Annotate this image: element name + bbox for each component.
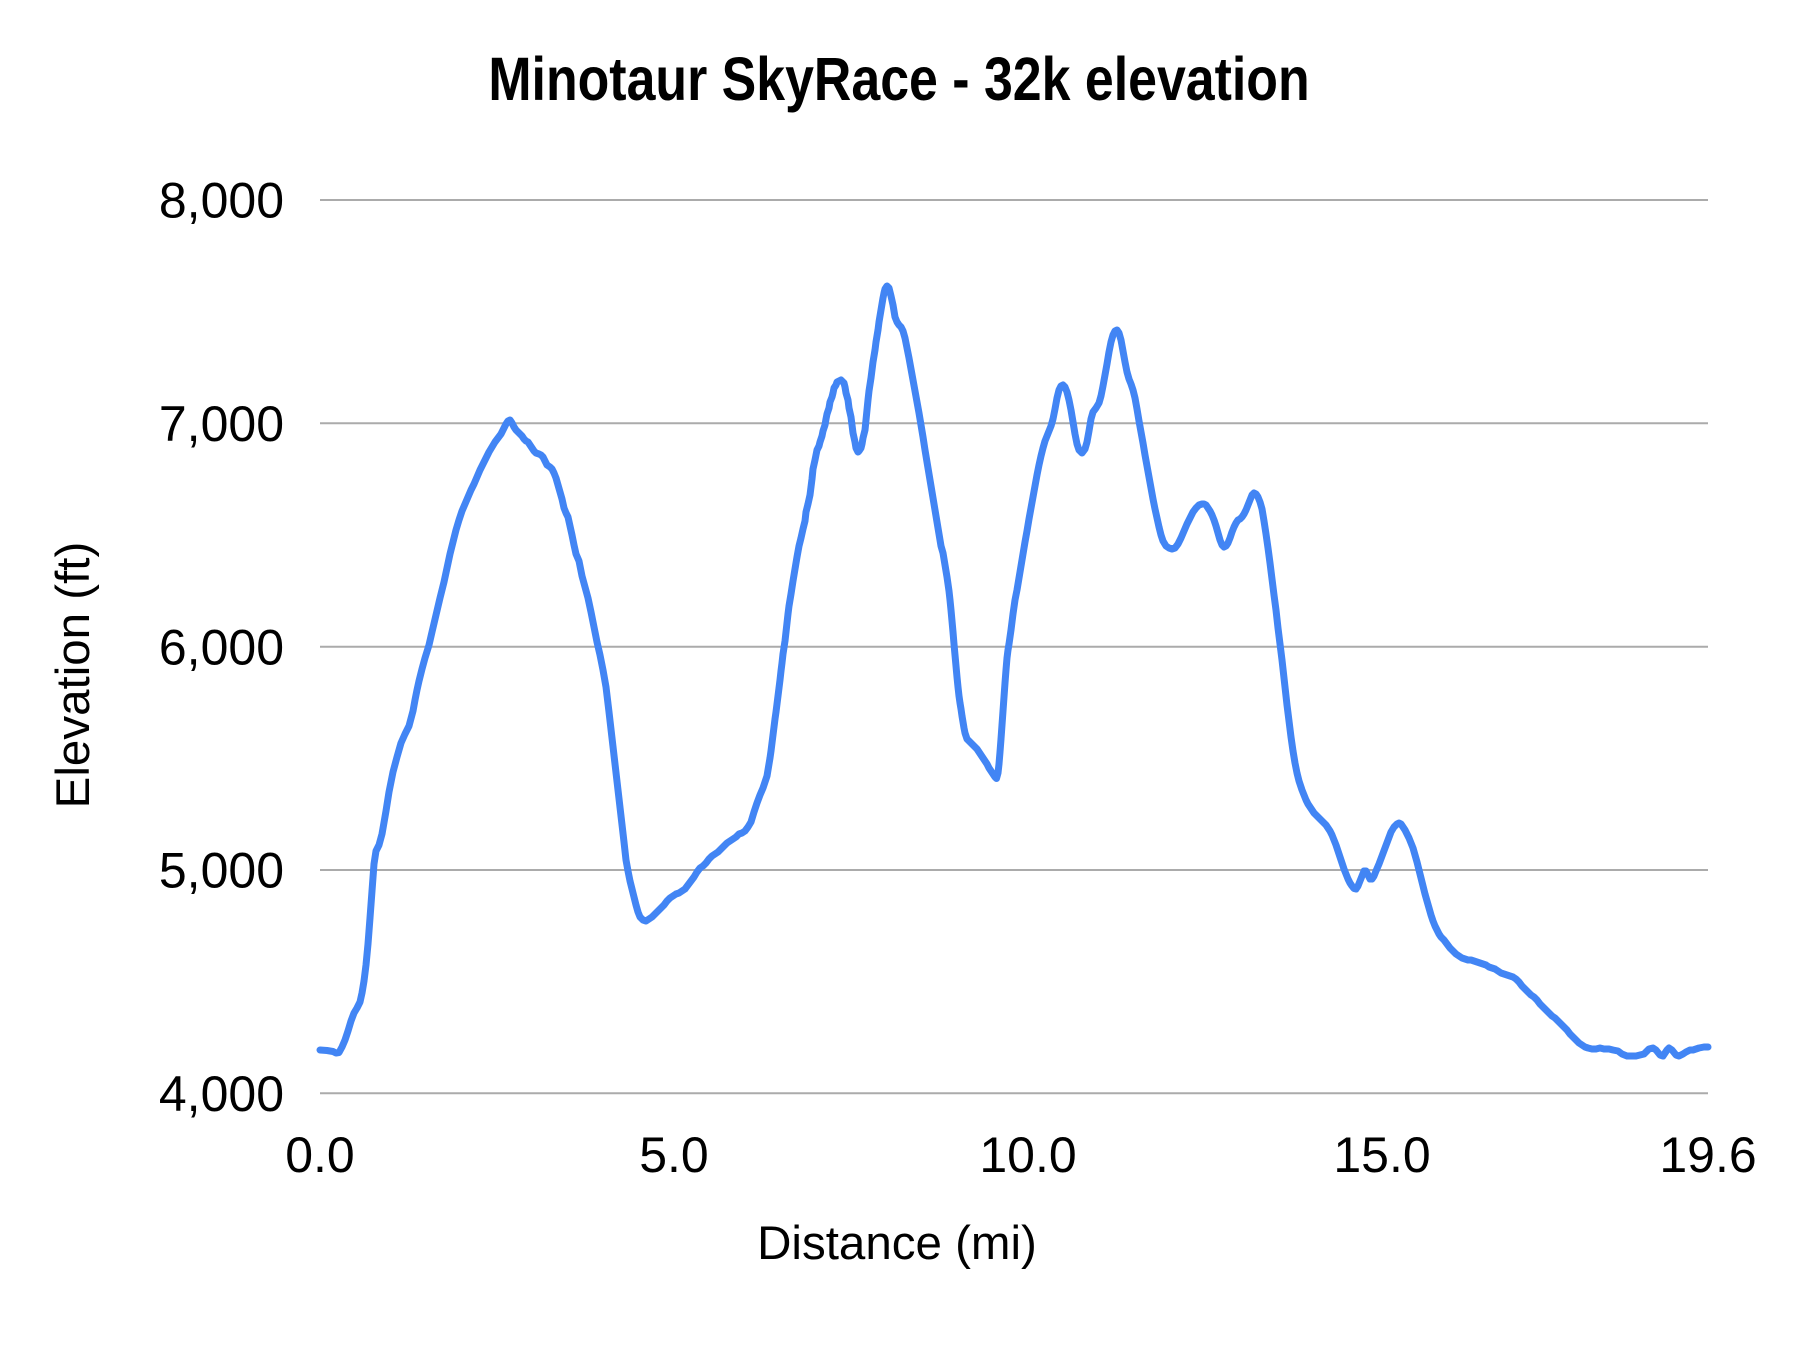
svg-text:6,000: 6,000 xyxy=(159,619,284,675)
svg-text:19.6: 19.6 xyxy=(1659,1127,1756,1183)
svg-text:8,000: 8,000 xyxy=(159,173,284,229)
svg-text:10.0: 10.0 xyxy=(979,1127,1076,1183)
svg-text:7,000: 7,000 xyxy=(159,396,284,452)
svg-text:Distance (mi): Distance (mi) xyxy=(757,1217,1037,1270)
svg-text:5.0: 5.0 xyxy=(639,1127,709,1183)
svg-text:5,000: 5,000 xyxy=(159,843,284,899)
svg-text:0.0: 0.0 xyxy=(285,1127,355,1183)
svg-text:Elevation (ft): Elevation (ft) xyxy=(47,542,100,809)
svg-text:15.0: 15.0 xyxy=(1333,1127,1430,1183)
svg-text:Minotaur SkyRace - 32k elevati: Minotaur SkyRace - 32k elevation xyxy=(488,45,1309,113)
svg-text:4,000: 4,000 xyxy=(159,1066,284,1122)
